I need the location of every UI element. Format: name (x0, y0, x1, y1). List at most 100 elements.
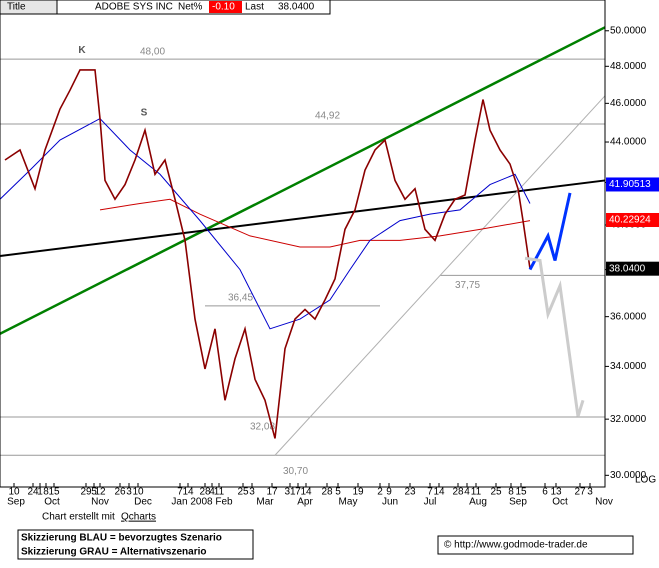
x-tick-label: 15 (48, 487, 60, 498)
x-tick-label: 8 (508, 487, 514, 498)
x-tick-label: 8 (43, 487, 49, 498)
month-label: Jul (424, 497, 437, 508)
month-label: Apr (297, 497, 313, 508)
x-tick-label: 10 (132, 487, 144, 498)
x-tick-label: 7 (427, 487, 433, 498)
scenario-path (528, 192, 572, 271)
level-label: 44,92 (315, 111, 340, 122)
level-label: 48,00 (140, 47, 165, 58)
y-tick-label: 30.0000 (610, 470, 647, 481)
x-tick-label: 27 (574, 487, 586, 498)
x-tick-label: 5 (335, 487, 341, 498)
axis-note: LOG (635, 475, 656, 486)
y-tick-label: 32.0000 (610, 414, 647, 425)
x-tick-label: 24 (27, 487, 39, 498)
month-label: Jun (382, 497, 398, 508)
x-tick-label: 25 (490, 487, 502, 498)
legend-grey: Skizzierung GRAU = Alternativszenario (21, 547, 207, 558)
month-label: Jan 2008 (171, 497, 213, 508)
x-tick-label: 15 (515, 487, 527, 498)
x-tick-label: 5 (91, 487, 97, 498)
header-net-label: Net% (178, 2, 203, 13)
level-label: 30,70 (283, 466, 308, 477)
legend-blue: Skizzierung BLAU = bevorzugtes Szenario (21, 533, 222, 544)
legend-box (17, 529, 254, 560)
header-bar (0, 0, 331, 15)
x-tick-label: 26 (114, 487, 126, 498)
x-tick-label: 11 (214, 487, 225, 498)
month-label: Mar (256, 497, 274, 508)
x-tick-label: 10 (8, 487, 20, 498)
price-tag-box (606, 261, 659, 276)
price-tag-box (606, 212, 659, 227)
x-tick-label: 3 (587, 487, 593, 498)
x-tick-label: 28 (321, 487, 333, 498)
x-tick-label: 4 (464, 487, 470, 498)
price-tag: 41.90513 (609, 179, 651, 190)
x-tick-label: 3 (249, 487, 255, 498)
x-tick-label: 12 (94, 487, 106, 498)
header-title-box (0, 0, 58, 15)
header-name: ADOBE SYS INC (95, 2, 173, 13)
annotation: S (141, 107, 148, 118)
month-label: Dec (134, 497, 152, 508)
x-tick-label: 2 (377, 487, 383, 498)
level-label: 37,75 (455, 280, 480, 291)
annotation: K (78, 45, 86, 56)
x-tick-label: 23 (404, 487, 416, 498)
price-tag: 40.22924 (609, 215, 651, 226)
month-label: Sep (7, 497, 25, 508)
copyright-box (437, 535, 634, 555)
x-tick-label: 7 (177, 487, 183, 498)
header: Title ADOBE SYS INC Net% -0.10 Last 38.0… (0, 0, 331, 15)
month-label: Oct (44, 497, 60, 508)
plot-frame (0, 0, 606, 488)
x-tick-label: 28 (199, 487, 211, 498)
x-tick-label: 1 (37, 487, 43, 498)
x-tick-label: 13 (550, 487, 562, 498)
credit-link[interactable]: Qcharts (121, 512, 156, 523)
x-tick-label: 6 (542, 487, 548, 498)
x-tick-label: 4 (209, 487, 215, 498)
trendline (274, 95, 606, 456)
x-tick-label: 31 (284, 487, 296, 498)
x-tick-label: 11 (471, 487, 482, 498)
level-label: 32,08 (250, 422, 275, 433)
trendline (0, 179, 606, 257)
y-tick-label: 34.0000 (610, 361, 647, 372)
trendline (0, 26, 606, 335)
y-tick-label: 44.0000 (610, 137, 647, 148)
x-tick-label: 17 (266, 487, 278, 498)
price-tag: 38.0400 (609, 263, 646, 274)
x-tick-label: 3 (126, 487, 132, 498)
month-label: May (339, 497, 358, 508)
month-label: Nov (595, 497, 613, 508)
month-label: Sep (509, 497, 527, 508)
level-label: 36,45 (228, 292, 253, 303)
header-title: Title (7, 2, 26, 13)
month-label: Oct (552, 497, 568, 508)
x-tick-label: 29 (80, 487, 92, 498)
price-line (99, 198, 531, 248)
x-tick-label: 25 (237, 487, 249, 498)
header-last: 38.0400 (278, 2, 315, 13)
header-net: -0.10 (212, 2, 235, 13)
x-tick-label: 28 (452, 487, 464, 498)
y-tick-label: 48.0000 (610, 61, 647, 72)
x-tick-label: 14 (300, 487, 312, 498)
x-tick-label: 14 (182, 487, 194, 498)
x-tick-label: 14 (433, 487, 445, 498)
copyright[interactable]: © http://www.godmode-trader.de (444, 540, 588, 551)
x-tick-label: 9 (386, 487, 392, 498)
credit: Chart erstellt mit (42, 512, 115, 523)
x-tick-label: 19 (352, 487, 364, 498)
scenario-path (524, 256, 585, 417)
price-tag-box (606, 177, 659, 192)
price-line (4, 69, 531, 439)
month-label: Feb (215, 497, 233, 508)
x-tick-label: 7 (295, 487, 301, 498)
y-tick-label: 36.0000 (610, 311, 647, 322)
